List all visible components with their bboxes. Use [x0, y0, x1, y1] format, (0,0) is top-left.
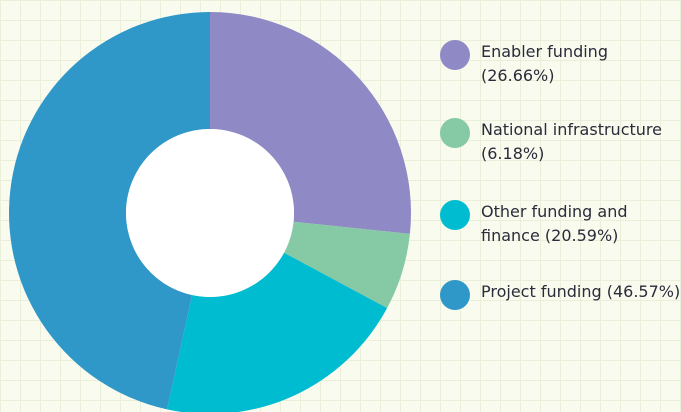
legend-value: (20.59%) [544, 226, 619, 245]
legend-item: National infrastructure (6.18%) [440, 118, 681, 166]
donut-slice [284, 221, 410, 309]
legend-swatch [440, 40, 470, 70]
donut-hole [126, 129, 294, 297]
legend-text: Other funding and finance (20.59%) [481, 200, 681, 248]
legend-item: Other funding and finance (20.59%) [440, 200, 681, 248]
legend-value: (46.57%) [606, 282, 681, 301]
legend-text: Enabler funding (26.66%) [481, 40, 681, 88]
legend-item: Enabler funding (26.66%) [440, 40, 681, 88]
donut-slice [8, 12, 211, 410]
donut-slice [167, 252, 388, 412]
legend-value: (26.66%) [481, 66, 555, 85]
legend-swatch [440, 280, 470, 310]
legend-label: National infrastructure [481, 120, 662, 139]
donut-slice [210, 12, 411, 234]
legend-swatch [440, 200, 470, 230]
legend-item: Project funding (46.57%) [440, 280, 681, 310]
legend-label: Project funding [481, 282, 602, 301]
legend-swatch [440, 118, 470, 148]
legend-label: Enabler funding [481, 42, 608, 61]
legend-text: National infrastructure (6.18%) [481, 118, 681, 166]
legend-label: Other funding and finance [481, 202, 628, 245]
legend-value: (6.18%) [481, 144, 545, 163]
legend-text: Project funding (46.57%) [481, 280, 681, 304]
